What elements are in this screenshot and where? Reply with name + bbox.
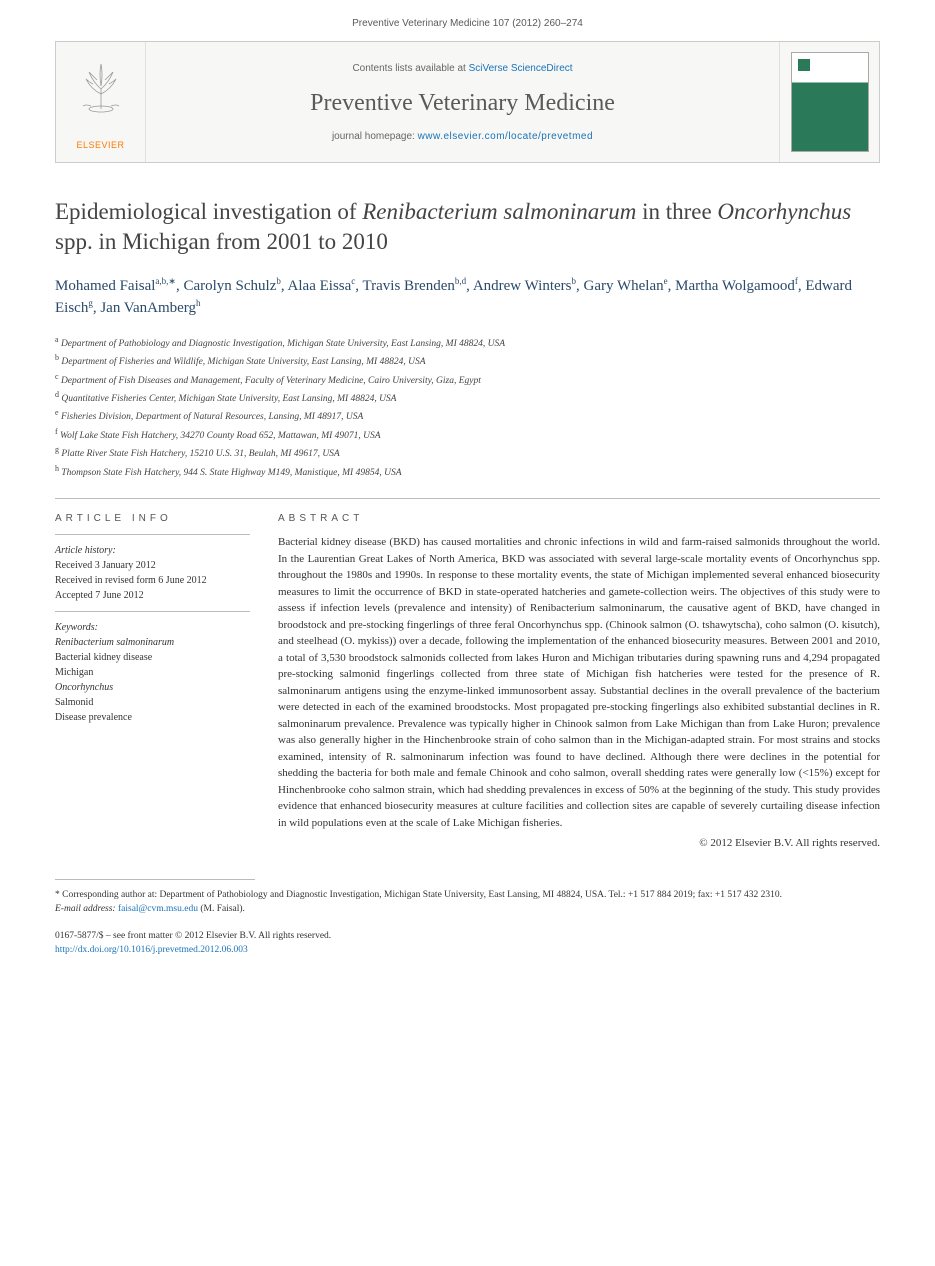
keywords-block: Keywords: Renibacterium salmoninarumBact… xyxy=(55,620,250,725)
author: Carolyn Schulzb xyxy=(183,278,280,294)
elsevier-tree-icon xyxy=(71,54,131,114)
journal-homepage-link[interactable]: www.elsevier.com/locate/prevetmed xyxy=(418,131,593,142)
publisher-logo-block: ELSEVIER xyxy=(56,42,146,162)
contents-prefix: Contents lists available at xyxy=(352,63,468,74)
author: Travis Brendenb,d xyxy=(363,278,467,294)
imprint-block: 0167-5877/$ – see front matter © 2012 El… xyxy=(55,929,880,958)
abstract-column: ABSTRACT Bacterial kidney disease (BKD) … xyxy=(278,513,880,849)
corresponding-author-footnote: Corresponding author at: Department of P… xyxy=(55,888,880,917)
keyword: Oncorhynchus xyxy=(55,680,250,695)
keyword: Renibacterium salmoninarum xyxy=(55,635,250,650)
abstract-copyright: © 2012 Elsevier B.V. All rights reserved… xyxy=(278,837,880,849)
journal-name: Preventive Veterinary Medicine xyxy=(310,90,615,117)
article-info-column: ARTICLE INFO Article history: Received 3… xyxy=(55,513,250,849)
keyword: Salmonid xyxy=(55,695,250,710)
sciencedirect-link[interactable]: SciVerse ScienceDirect xyxy=(469,63,573,74)
journal-cover-thumbnail xyxy=(791,52,869,152)
abstract-body: Bacterial kidney disease (BKD) has cause… xyxy=(278,534,880,831)
article-history-block: Article history: Received 3 January 2012… xyxy=(55,543,250,603)
author: Andrew Wintersb xyxy=(473,278,576,294)
author: Jan VanAmbergh xyxy=(100,300,200,316)
author: Alaa Eissac xyxy=(288,278,356,294)
affiliation: g Platte River State Fish Hatchery, 1521… xyxy=(55,444,880,461)
info-abstract-columns: ARTICLE INFO Article history: Received 3… xyxy=(55,513,880,849)
article-info-heading: ARTICLE INFO xyxy=(55,513,250,524)
footnote-rule xyxy=(55,879,255,880)
front-matter-line: 0167-5877/$ – see front matter © 2012 El… xyxy=(55,929,880,943)
author: Mohamed Faisala,b,∗ xyxy=(55,278,176,294)
email-attribution: (M. Faisal). xyxy=(198,904,245,914)
article-title: Epidemiological investigation of Renibac… xyxy=(55,197,880,257)
affiliation: f Wolf Lake State Fish Hatchery, 34270 C… xyxy=(55,426,880,443)
abstract-heading: ABSTRACT xyxy=(278,513,880,524)
affiliation: a Department of Pathobiology and Diagnos… xyxy=(55,334,880,351)
affiliation: h Thompson State Fish Hatchery, 944 S. S… xyxy=(55,463,880,480)
history-label: Article history: xyxy=(55,543,250,558)
cover-thumbnail-block xyxy=(779,42,879,162)
author: Martha Wolgamoodf xyxy=(675,278,798,294)
affiliation: e Fisheries Division, Department of Natu… xyxy=(55,407,880,424)
keywords-label: Keywords: xyxy=(55,620,250,635)
history-line: Received 3 January 2012 xyxy=(55,558,250,573)
corresponding-author-text: Corresponding author at: Department of P… xyxy=(55,890,782,900)
affiliation: d Quantitative Fisheries Center, Michiga… xyxy=(55,389,880,406)
keyword: Michigan xyxy=(55,665,250,680)
section-divider xyxy=(55,498,880,499)
journal-banner: ELSEVIER Contents lists available at Sci… xyxy=(55,41,880,163)
affiliation: c Department of Fish Diseases and Manage… xyxy=(55,371,880,388)
history-line: Accepted 7 June 2012 xyxy=(55,588,250,603)
running-header: Preventive Veterinary Medicine 107 (2012… xyxy=(0,0,935,41)
publisher-name: ELSEVIER xyxy=(76,140,124,150)
homepage-prefix: journal homepage: xyxy=(332,131,418,142)
corresponding-email-link[interactable]: faisal@cvm.msu.edu xyxy=(118,904,198,914)
email-label: E-mail address: xyxy=(55,904,118,914)
journal-homepage-line: journal homepage: www.elsevier.com/locat… xyxy=(332,131,593,142)
info-divider xyxy=(55,611,250,612)
banner-center: Contents lists available at SciVerse Sci… xyxy=(146,42,779,162)
info-divider xyxy=(55,534,250,535)
affiliation: b Department of Fisheries and Wildlife, … xyxy=(55,352,880,369)
keyword: Bacterial kidney disease xyxy=(55,650,250,665)
keyword: Disease prevalence xyxy=(55,710,250,725)
authors-list: Mohamed Faisala,b,∗, Carolyn Schulzb, Al… xyxy=(55,275,880,320)
contents-available-line: Contents lists available at SciVerse Sci… xyxy=(352,63,572,74)
doi-link[interactable]: http://dx.doi.org/10.1016/j.prevetmed.20… xyxy=(55,945,248,955)
history-line: Received in revised form 6 June 2012 xyxy=(55,573,250,588)
affiliations-list: a Department of Pathobiology and Diagnos… xyxy=(55,334,880,480)
author: Gary Whelane xyxy=(584,278,668,294)
